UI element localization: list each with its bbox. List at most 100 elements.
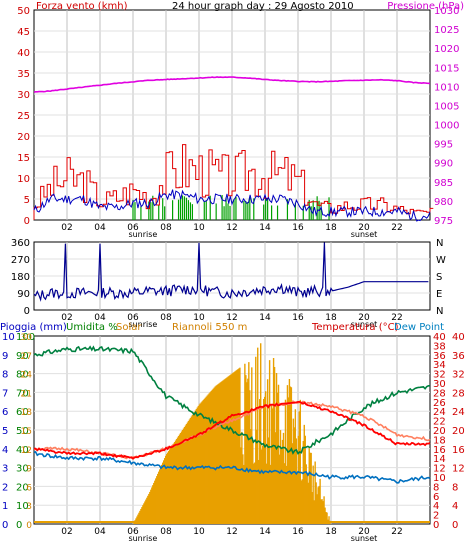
- pressure-axis-title: Pressione (hPa): [387, 1, 464, 12]
- pressure-right-tick: 1025: [434, 25, 459, 36]
- pressure-right-tick: 995: [434, 140, 453, 151]
- temperature-tick: 32: [433, 370, 446, 381]
- wind-left-tick: 45: [17, 27, 30, 38]
- temp-panel-hour-label: 14: [259, 527, 271, 537]
- rain-tick: 1: [2, 501, 8, 512]
- humidity-tick: 20: [16, 482, 29, 493]
- wind-left-tick: 20: [17, 132, 30, 143]
- temperature-tick-b: 12: [452, 464, 465, 475]
- humidity-tick: 100: [16, 332, 35, 343]
- temperature-tick: 28: [433, 388, 446, 399]
- pressure-right-tick: 985: [434, 178, 453, 189]
- wind-average-line: [33, 189, 431, 222]
- rain-tick: 5: [2, 426, 8, 437]
- temperature-tick-b: 0: [452, 520, 458, 531]
- solar-tick: 3: [26, 502, 32, 512]
- direction-left-tick: 90: [17, 289, 30, 300]
- temperature-tick-b: 16: [452, 445, 465, 456]
- pressure-right-tick: 1000: [434, 121, 459, 132]
- wind-panel-hour-label: 20: [358, 223, 370, 233]
- temperature-line: [33, 401, 431, 460]
- wind-panel-hour-label: 14: [259, 223, 271, 233]
- dewpoint-axis-title: Dew Point: [394, 322, 444, 333]
- cloud-base-label: Riannoli 550 m: [172, 322, 247, 333]
- humidity-tick: 40: [16, 445, 29, 456]
- wind-left-tick: 40: [17, 48, 30, 59]
- temp-panel-hour-label: 10: [193, 527, 205, 537]
- dewpoint-line: [33, 451, 431, 484]
- compass-right-tick: W: [436, 255, 446, 266]
- temperature-tick: 38: [433, 341, 446, 352]
- temperature-tick: 30: [433, 379, 446, 390]
- temperature-tick: 36: [433, 351, 446, 362]
- temperature-tick: 20: [433, 426, 446, 437]
- direction-left-tick: 0: [24, 306, 30, 317]
- direction-panel-sunset-label: sunset: [351, 320, 378, 329]
- pressure-right-tick: 1010: [434, 82, 459, 93]
- direction-panel-hour-label: 10: [193, 313, 205, 323]
- pressure-right-tick: 980: [434, 197, 453, 208]
- temperature-tick-b: 28: [452, 388, 465, 399]
- humidity-tick: 10: [16, 501, 29, 512]
- temperature-tick-b: 20: [452, 426, 465, 437]
- wind-panel-sunset-label: sunset: [351, 230, 378, 239]
- wind-left-tick: 30: [17, 90, 30, 101]
- solar-tick: 18: [21, 408, 33, 418]
- temperature-tick: 10: [433, 473, 446, 484]
- pressure-right-tick: 990: [434, 159, 453, 170]
- temp-panel-hour-label: 06: [127, 527, 139, 537]
- temp-panel-hour-label: 18: [325, 527, 337, 537]
- direction-panel-hour-label: 18: [325, 313, 337, 323]
- direction-panel-hour-label: 14: [259, 313, 271, 323]
- direction-panel-hour-label: 04: [94, 313, 106, 323]
- temperature-tick: 26: [433, 398, 446, 409]
- compass-right-tick: E: [436, 289, 442, 300]
- rain-tick: 8: [2, 370, 8, 381]
- temperature-tick: 12: [433, 464, 446, 475]
- rain-tick: 2: [2, 482, 8, 493]
- wind-panel-hour-label: 06: [127, 223, 139, 233]
- solar-tick: 21: [21, 389, 32, 399]
- temperature-tick-b: 8: [452, 482, 458, 493]
- pressure-right-tick: 1015: [434, 63, 459, 74]
- temp-panel-hour-label: 20: [358, 527, 370, 537]
- direction-panel-hour-label: 12: [226, 313, 237, 323]
- humidity-tick: 70: [16, 388, 29, 399]
- humidity-tick: 50: [16, 426, 29, 437]
- humidity-axis-title: Umidita %: [66, 322, 118, 333]
- pressure-right-tick: 1020: [434, 44, 459, 55]
- temperature-tick: 22: [433, 417, 446, 428]
- wind-left-tick: 50: [17, 6, 30, 17]
- wind-panel-hour-label: 12: [226, 223, 237, 233]
- direction-left-tick: 360: [11, 238, 30, 249]
- direction-panel-sunrise-label: sunrise: [128, 320, 157, 329]
- wind-left-tick: 35: [17, 69, 30, 80]
- temperature-tick: 14: [433, 454, 446, 465]
- temperature-tick-b: 24: [452, 407, 465, 418]
- temp-panel-hour-label: 22: [391, 527, 402, 537]
- direction-panel-hour-label: 02: [61, 313, 72, 323]
- solar-tick: 15: [21, 427, 32, 437]
- compass-right-tick: N: [436, 238, 443, 249]
- wind-panel-hour-label: 02: [61, 223, 72, 233]
- humidity-line: [33, 345, 430, 455]
- pressure-right-tick: 975: [434, 216, 453, 227]
- solar-tick: 6: [26, 483, 32, 493]
- temperature-tick-b: 40: [452, 332, 465, 343]
- humidity-tick: 60: [16, 407, 29, 418]
- rain-tick: 3: [2, 464, 8, 475]
- temperature-tick-b: 4: [452, 501, 458, 512]
- graph-title: 24 hour graph day : 29 Agosto 2010: [172, 1, 354, 12]
- temp-panel-hour-label: 16: [292, 527, 304, 537]
- pressure-line: [33, 76, 431, 93]
- temperature-tick-b: 36: [452, 351, 465, 362]
- wind-panel-hour-label: 16: [292, 223, 304, 233]
- temperature-tick: 0: [433, 520, 439, 531]
- wind-left-tick: 15: [17, 153, 30, 164]
- wind-panel-hour-label: 04: [94, 223, 106, 233]
- humidity-tick: 0: [16, 520, 22, 531]
- rain-tick: 4: [2, 445, 8, 456]
- humidity-tick: 30: [16, 464, 29, 475]
